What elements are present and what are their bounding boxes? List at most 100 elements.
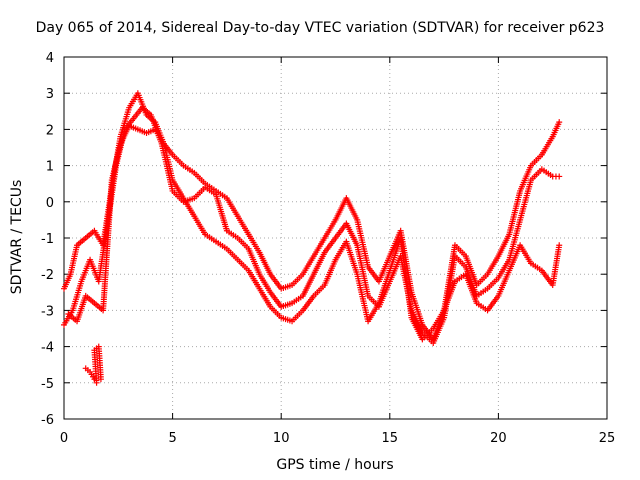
data-trail-mark: [408, 287, 415, 294]
data-trail-mark: [439, 309, 446, 316]
data-trail-mark: [146, 110, 153, 117]
data-trail-mark: [286, 282, 293, 289]
data-trail-mark: [189, 195, 196, 202]
data-trail-mark: [168, 149, 175, 156]
data-trail-mark: [129, 117, 136, 124]
data-trail-mark: [132, 125, 139, 132]
data-trail-mark: [266, 269, 273, 276]
data-trail-mark: [232, 254, 239, 261]
data-trail-mark: [221, 244, 228, 251]
data-trail-mark: [97, 373, 104, 380]
data-trail-mark: [386, 269, 393, 276]
data-trail-mark: [552, 173, 559, 180]
data-trail-mark: [461, 262, 468, 269]
data-trail-mark: [200, 229, 207, 236]
data-trail-mark: [309, 294, 316, 301]
data-trail-mark: [159, 138, 166, 145]
data-trail-mark: [494, 255, 501, 262]
data-trail-mark: [189, 168, 196, 175]
data-trail-mark: [298, 309, 305, 316]
y-tick-label: -4: [41, 341, 54, 356]
data-trail-mark: [319, 283, 326, 290]
data-trail-mark: [243, 265, 250, 272]
data-trail-mark: [353, 214, 360, 221]
x-tick-label: 15: [382, 431, 399, 446]
data-trail-mark: [125, 106, 132, 113]
data-trail-mark: [364, 261, 371, 268]
data-trail-mark: [482, 273, 489, 280]
data-trail-mark: [353, 240, 360, 247]
data-trail-mark: [266, 287, 273, 294]
data-trail-mark: [331, 258, 338, 265]
y-tick-label: 4: [46, 51, 54, 66]
y-tick-label: -6: [41, 413, 54, 428]
data-trail-mark: [150, 127, 157, 134]
x-tick-label: 25: [599, 431, 616, 446]
data-trail-mark: [537, 153, 544, 160]
data-trail-mark: [89, 298, 96, 305]
y-tick-label: -5: [41, 377, 54, 392]
data-trail-mark: [178, 160, 185, 167]
data-trail-mark: [210, 190, 217, 197]
data-trail-mark: [408, 312, 415, 319]
data-trail-mark: [108, 179, 115, 186]
x-tick-label: 20: [490, 431, 507, 446]
data-trail-mark: [460, 272, 467, 279]
data-trail-mark: [255, 247, 262, 254]
y-tick-label: 1: [46, 160, 54, 175]
data-marks: [61, 90, 563, 386]
data-trail-mark: [472, 298, 479, 305]
y-tick-label: -1: [41, 232, 54, 247]
data-trail-mark: [440, 316, 447, 323]
chart-title: Day 065 of 2014, Sidereal Day-to-day VTE…: [35, 20, 605, 36]
y-tick-label: 2: [46, 123, 54, 138]
data-trail-mark: [331, 218, 338, 225]
data-trail-mark: [505, 269, 512, 276]
data-trail-mark: [494, 294, 501, 301]
data-trail-mark: [266, 301, 273, 308]
data-trail-mark: [233, 211, 240, 218]
data-trail-mark: [169, 174, 176, 181]
data-trail-mark: [516, 219, 523, 226]
data-trail-mark: [84, 367, 91, 374]
y-tick-label: 0: [46, 196, 54, 211]
data-trail-mark: [210, 237, 217, 244]
data-trail-mark: [374, 302, 381, 309]
data-trail-mark: [223, 225, 230, 232]
data-trail-mark: [243, 244, 250, 251]
data-trail-mark: [276, 312, 283, 319]
data-trail-mark: [555, 244, 562, 251]
y-tick-label: -3: [41, 304, 54, 319]
x-tick-label: 10: [273, 431, 290, 446]
data-trail-mark: [286, 317, 293, 324]
data-trail-mark: [116, 143, 123, 150]
data-trail-mark: [89, 229, 96, 236]
y-tick-label: 3: [46, 87, 54, 102]
data-trail-mark: [482, 287, 489, 294]
x-tick-label: 0: [60, 431, 68, 446]
data-trail-mark: [276, 301, 283, 308]
x-axis-label: GPS time / hours: [276, 457, 394, 473]
data-trail-mark: [276, 283, 283, 290]
data-trail-mark: [320, 237, 327, 244]
data-trail-mark: [89, 373, 96, 380]
data-trail-mark: [190, 211, 197, 218]
data-trail-mark: [200, 178, 207, 185]
data-trail-mark: [255, 269, 262, 276]
data-trail-mark: [555, 121, 562, 128]
data-trail-mark: [516, 190, 523, 197]
data-trail-mark: [548, 135, 555, 142]
y-tick-label: -2: [41, 268, 54, 283]
data-trail-mark: [73, 244, 80, 251]
data-trail-mark: [526, 258, 533, 265]
series-track-d: [82, 343, 104, 386]
data-trail-mark: [353, 269, 360, 276]
data-trail-mark: [461, 251, 468, 258]
data-trail-mark: [286, 300, 293, 307]
data-trail-mark: [125, 124, 132, 131]
data-trail-mark: [244, 229, 251, 236]
y-axis-label: SDTVAR / TECUs: [9, 179, 25, 295]
data-trail-mark: [505, 233, 512, 240]
data-trail-mark: [331, 236, 338, 243]
